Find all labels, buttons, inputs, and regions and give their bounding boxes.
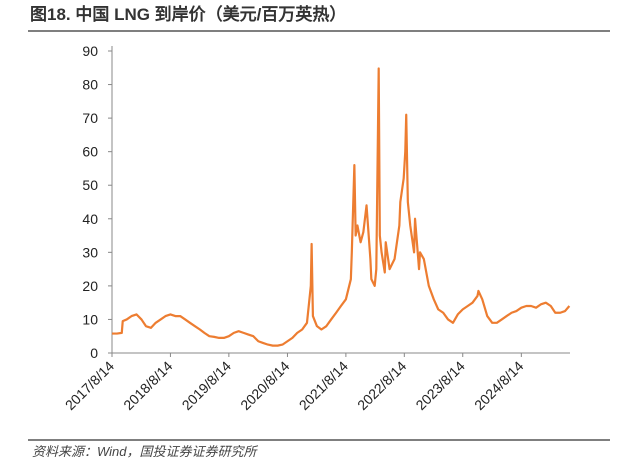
y-tick-label: 90 [82, 43, 98, 59]
x-tick-label: 2022/8/14 [354, 358, 410, 414]
y-tick-label: 30 [82, 244, 98, 260]
x-tick-label: 2018/8/14 [120, 358, 176, 414]
y-tick-label: 80 [82, 77, 98, 93]
y-tick-label: 10 [82, 311, 98, 327]
y-tick-label: 0 [90, 345, 98, 361]
y-tick-label: 60 [82, 144, 98, 160]
chart-title: 图18. 中国 LNG 到岸价（美元/百万英热） [30, 4, 346, 24]
data-line [112, 67, 571, 347]
y-tick-label: 40 [82, 211, 98, 227]
x-tick-label: 2019/8/14 [179, 358, 235, 414]
x-tick-label: 2023/8/14 [413, 358, 469, 414]
x-tick-label: 2024/8/14 [471, 358, 527, 414]
x-tick-label: 2017/8/14 [62, 358, 118, 414]
y-tick-label: 50 [82, 177, 98, 193]
x-tick-label: 2021/8/14 [296, 358, 352, 414]
source-note: 资料来源：Wind，国投证券证券研究所 [32, 444, 259, 459]
y-tick-label: 20 [82, 278, 98, 294]
y-tick-label: 70 [82, 110, 98, 126]
x-tick-label: 2020/8/14 [237, 358, 293, 414]
